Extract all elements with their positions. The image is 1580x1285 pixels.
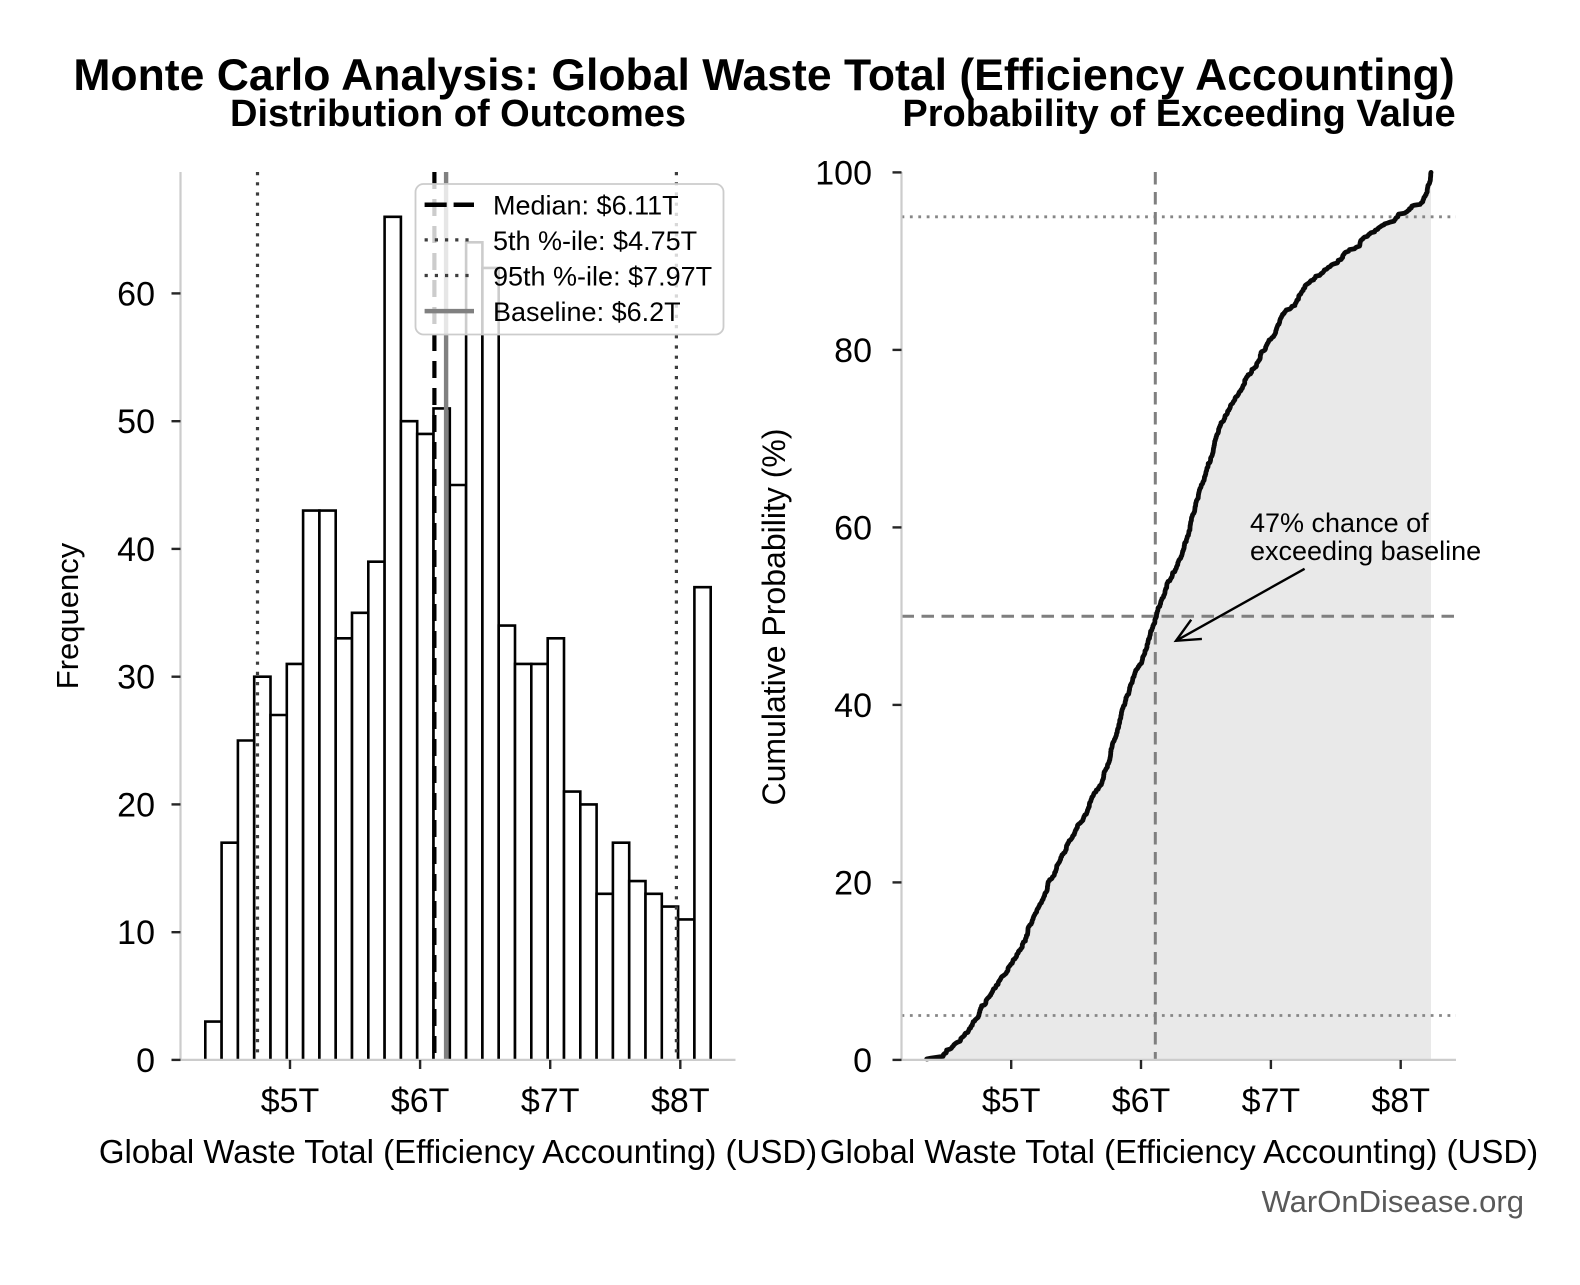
svg-text:95th %-ile: $7.97T: 95th %-ile: $7.97T [493, 261, 712, 291]
svg-text:Cumulative Probability (%): Cumulative Probability (%) [756, 428, 792, 805]
svg-text:$8T: $8T [651, 1082, 710, 1120]
svg-text:Distribution of Outcomes: Distribution of Outcomes [230, 93, 686, 135]
svg-text:5th %-ile: $4.75T: 5th %-ile: $4.75T [493, 226, 697, 256]
svg-text:20: 20 [834, 864, 872, 902]
svg-text:40: 40 [834, 687, 872, 725]
svg-text:Probability of Exceeding Value: Probability of Exceeding Value [902, 93, 1455, 135]
svg-text:WarOnDisease.org: WarOnDisease.org [1262, 1184, 1524, 1219]
svg-text:Global Waste Total (Efficiency: Global Waste Total (Efficiency Accountin… [99, 1133, 817, 1170]
svg-text:Frequency: Frequency [50, 542, 85, 689]
svg-text:50: 50 [117, 403, 155, 441]
svg-text:exceeding baseline: exceeding baseline [1250, 536, 1481, 566]
svg-text:40: 40 [117, 531, 155, 569]
svg-text:30: 30 [117, 659, 155, 697]
svg-text:Global Waste Total (Efficiency: Global Waste Total (Efficiency Accountin… [820, 1133, 1538, 1170]
svg-text:$7T: $7T [1242, 1082, 1301, 1120]
svg-text:60: 60 [117, 275, 155, 313]
svg-text:100: 100 [815, 154, 872, 192]
svg-text:0: 0 [853, 1042, 872, 1080]
svg-text:$8T: $8T [1371, 1082, 1430, 1120]
svg-text:80: 80 [834, 332, 872, 370]
svg-text:Baseline: $6.2T: Baseline: $6.2T [493, 297, 681, 327]
svg-text:10: 10 [117, 914, 155, 952]
svg-text:$6T: $6T [1112, 1082, 1171, 1120]
svg-text:47% chance of: 47% chance of [1250, 508, 1429, 538]
svg-text:$5T: $5T [982, 1082, 1041, 1120]
svg-text:$5T: $5T [261, 1082, 320, 1120]
svg-text:Median: $6.11T: Median: $6.11T [493, 190, 679, 220]
svg-text:20: 20 [117, 786, 155, 824]
svg-text:0: 0 [136, 1042, 155, 1080]
svg-text:60: 60 [834, 509, 872, 547]
svg-text:Monte Carlo Analysis: Global W: Monte Carlo Analysis: Global Waste Total… [73, 51, 1454, 100]
svg-text:$7T: $7T [521, 1082, 580, 1120]
svg-text:$6T: $6T [391, 1082, 450, 1120]
